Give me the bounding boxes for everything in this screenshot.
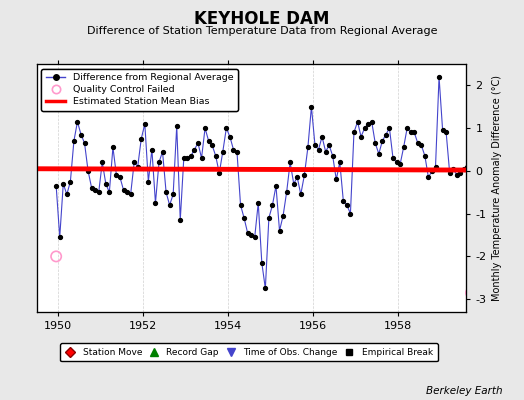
Point xyxy=(52,253,60,260)
Legend: Difference from Regional Average, Quality Control Failed, Estimated Station Mean: Difference from Regional Average, Qualit… xyxy=(41,69,238,111)
Text: Berkeley Earth: Berkeley Earth xyxy=(427,386,503,396)
Legend: Station Move, Record Gap, Time of Obs. Change, Empirical Break: Station Move, Record Gap, Time of Obs. C… xyxy=(60,344,438,362)
Y-axis label: Monthly Temperature Anomaly Difference (°C): Monthly Temperature Anomaly Difference (… xyxy=(492,75,502,301)
Text: Difference of Station Temperature Data from Regional Average: Difference of Station Temperature Data f… xyxy=(87,26,437,36)
Point xyxy=(467,290,475,296)
Text: KEYHOLE DAM: KEYHOLE DAM xyxy=(194,10,330,28)
